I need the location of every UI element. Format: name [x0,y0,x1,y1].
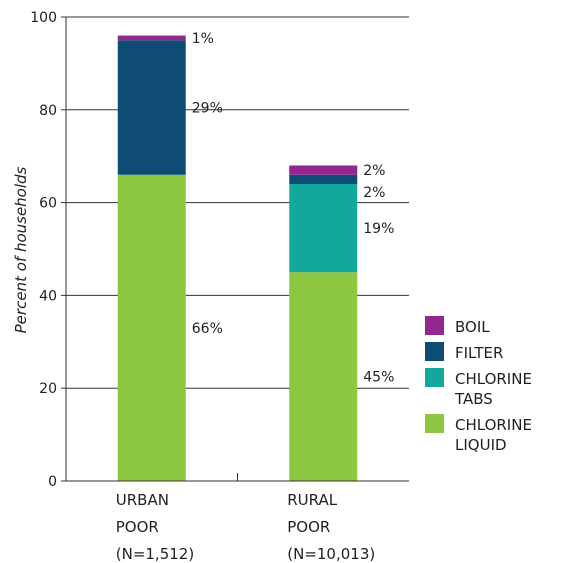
bar-segment-boil-2 [289,165,358,175]
bar-segment-boil-1 [117,35,186,41]
value-label-boil-1: 1% [192,31,214,47]
value-label-chlorine-liquid-2: 45% [363,370,394,386]
legend-label-chlorine-liquid: CHLORINE [455,416,532,434]
bar-segment-chlorine-tabs-2 [289,184,358,273]
x-category-label-2-line-2: POOR [287,518,330,536]
bar-segment-filter-1 [117,40,186,175]
x-category-label-1-line-3: (N=1,512) [116,545,194,563]
x-category-label-2-line-1: RURAL [287,491,337,509]
value-label-chlorine-tabs-2: 19% [363,221,394,237]
legend-label-chlorine-tabs: CHLORINE [455,370,532,388]
y-tick-label-20: 20 [39,381,57,397]
bar-segment-chlorine-liquid-1 [117,174,186,481]
y-tick-label-0: 0 [48,474,57,490]
value-label-boil-2: 2% [363,163,385,179]
legend-swatch-chlorine-liquid [425,414,444,433]
x-category-label-1-line-2: POOR [116,518,159,536]
bar-segment-filter-2 [289,174,358,185]
y-axis-label: Percent of households [12,166,30,333]
y-tick-label-40: 40 [39,288,57,304]
gridlines [66,16,409,389]
legend-swatch-chlorine-tabs [425,368,444,387]
y-tick-label-60: 60 [39,196,57,212]
segment-value-labels: 1% 29% 66% 2% 2% 19% 45% [192,31,395,386]
x-category-labels: URBAN POOR (N=1,512) RURAL POOR (N=10,013) [116,491,375,563]
bars [117,35,358,481]
legend-label-chlorine-liquid: LIQUID [455,436,507,454]
axes [61,16,409,482]
legend: BOIL FILTER CHLORINE TABS CHLORINE LIQUID [425,316,532,454]
x-category-label-1-line-1: URBAN [116,491,169,509]
legend-label-filter: FILTER [455,344,503,362]
legend-label-chlorine-tabs: TABS [454,390,493,408]
bar-segment-chlorine-liquid-2 [289,272,358,481]
value-label-filter-1: 29% [192,100,223,116]
y-tick-label-80: 80 [39,103,57,119]
x-category-label-2-line-3: (N=10,013) [287,545,375,563]
legend-label-boil: BOIL [455,318,490,336]
legend-swatch-filter [425,342,444,361]
value-label-filter-2: 2% [363,185,385,201]
y-tick-labels: 0 20 40 60 80 100 [30,10,57,490]
y-tick-label-100: 100 [30,10,57,26]
value-label-chlorine-liquid-1: 66% [192,321,223,337]
legend-swatch-boil [425,316,444,335]
